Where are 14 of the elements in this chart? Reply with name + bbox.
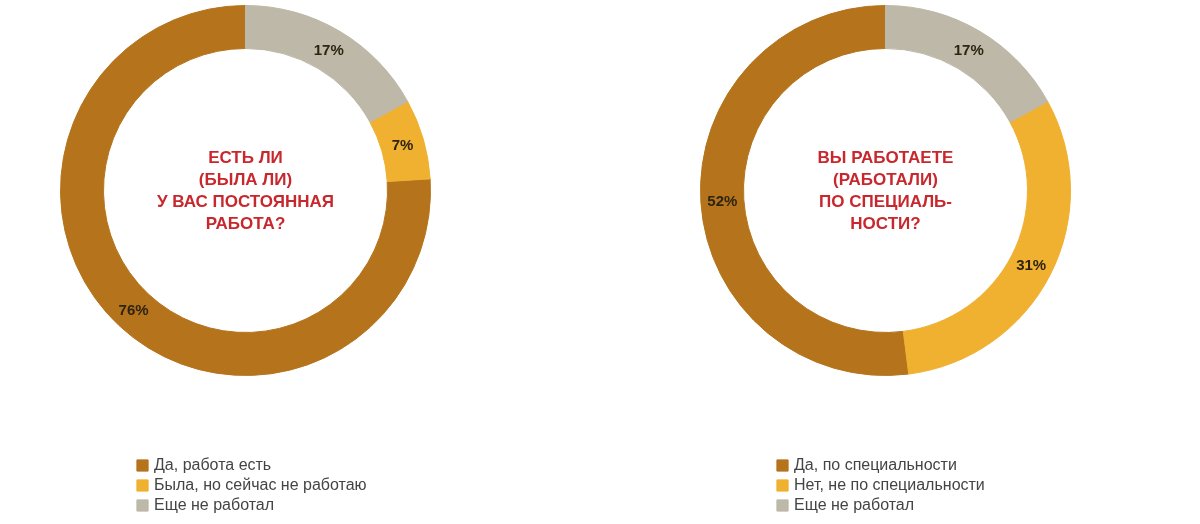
text: ВЫ РАБОТАЕТЕ (РАБОТАЛИ) ПО СПЕЦИАЛЬ- НОСТИ? bbox=[817, 148, 954, 233]
data-label: 31% bbox=[1016, 256, 1047, 274]
legend-label: Еще не работал bbox=[794, 496, 915, 514]
legend-label: Была, но сейчас не работаю bbox=[154, 476, 367, 494]
data-label: 76% bbox=[118, 301, 149, 319]
legend-label: Нет, не по специальности bbox=[794, 476, 985, 494]
data-label: 7% bbox=[391, 136, 414, 154]
text: ЕСТЬ ЛИ (БЫЛА ЛИ) У ВАС ПОСТОЯННАЯ РАБОТА? bbox=[156, 148, 335, 233]
data-label: 52% bbox=[707, 192, 738, 210]
data-label: 17% bbox=[953, 41, 984, 59]
legend-label: Да, по специальности bbox=[794, 456, 957, 474]
legend-label: Да, работа есть bbox=[154, 456, 272, 474]
data-label: 17% bbox=[313, 41, 344, 59]
legend-label: Еще не работал bbox=[154, 496, 275, 514]
